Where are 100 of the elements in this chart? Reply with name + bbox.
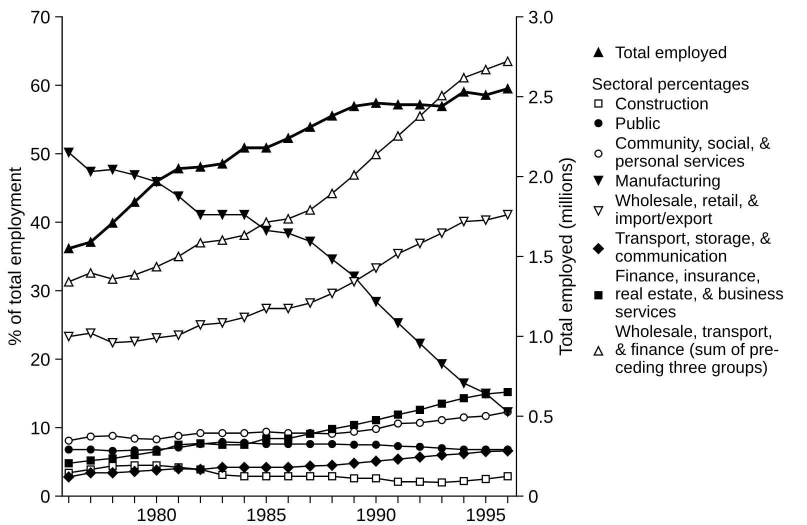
point: [349, 170, 359, 180]
legend-label: Manufacturing: [616, 174, 720, 190]
point: [218, 235, 228, 245]
point: [416, 442, 424, 451]
x-tick-label: 1980: [138, 508, 176, 522]
point: [262, 472, 270, 480]
point: [86, 237, 96, 247]
y-tick-label: 30: [30, 284, 50, 298]
point: [480, 215, 491, 225]
point: [85, 467, 96, 478]
point: [86, 432, 95, 441]
point: [372, 416, 380, 424]
point: [305, 205, 315, 215]
point: [196, 320, 206, 330]
point: [326, 460, 338, 471]
point: [393, 131, 403, 141]
point: [152, 333, 162, 343]
point: [216, 462, 228, 473]
y-tick-label: 60: [31, 79, 50, 92]
point: [305, 236, 315, 246]
point: [371, 150, 381, 160]
point: [218, 210, 228, 220]
point: [196, 162, 206, 172]
point: [327, 188, 337, 198]
point: [174, 164, 184, 174]
point: [328, 440, 336, 448]
point: [130, 336, 140, 346]
point: [392, 454, 404, 465]
point: [394, 478, 402, 486]
point: [393, 248, 403, 259]
y2-tick-label: 0.5: [528, 410, 553, 423]
point: [240, 472, 248, 480]
point: [240, 143, 250, 153]
point: [306, 472, 314, 480]
y-tick-label: 50: [30, 148, 50, 160]
point: [328, 424, 336, 434]
point: [416, 418, 424, 427]
point: [64, 148, 74, 158]
point: [129, 466, 140, 478]
point: [393, 318, 403, 328]
point: [130, 197, 140, 207]
x-tick-label: 1985: [248, 508, 286, 522]
point: [86, 445, 95, 454]
point: [371, 98, 381, 108]
point: [174, 191, 184, 201]
point: [283, 214, 294, 224]
point: [349, 101, 359, 112]
point: [502, 445, 514, 456]
point: [438, 400, 446, 408]
point: [437, 359, 447, 369]
point: [415, 111, 425, 121]
point: [416, 406, 424, 414]
point: [130, 434, 139, 443]
y-tick-label: 0: [41, 490, 50, 503]
point: [350, 420, 358, 430]
point: [240, 210, 250, 220]
y2-tick-label: 2.0: [529, 170, 553, 184]
point: [174, 252, 184, 262]
y2-tick-label: 1.5: [530, 250, 553, 264]
point: [372, 474, 380, 482]
point: [459, 87, 469, 97]
point: [437, 228, 447, 238]
point: [218, 318, 228, 328]
point: [460, 394, 468, 402]
legend-label: Finance, insurance, real estate, & business services: [616, 269, 784, 318]
point: [282, 462, 294, 473]
point: [283, 228, 294, 238]
point: [130, 270, 140, 280]
point: [502, 56, 512, 66]
legend-label: Wholesale, retail, & import/export: [615, 194, 758, 228]
point: [394, 410, 402, 419]
point: [437, 90, 447, 100]
point: [305, 298, 315, 308]
legend-label: Community, social, & personal services: [616, 136, 770, 170]
point: [327, 111, 337, 121]
point: [350, 440, 358, 449]
point: [238, 462, 250, 473]
point: [174, 432, 183, 440]
point: [350, 474, 358, 482]
point: [196, 238, 206, 248]
point: [371, 296, 381, 306]
point: [460, 476, 468, 486]
point: [283, 133, 294, 144]
point: [371, 263, 381, 273]
point: [196, 429, 205, 438]
point: [152, 448, 161, 456]
point: [504, 472, 512, 480]
point: [108, 432, 117, 440]
point: [305, 122, 315, 132]
y-tick-label: 70: [31, 10, 50, 24]
point: [327, 288, 337, 298]
point: [284, 472, 292, 480]
point: [437, 101, 447, 112]
point: [372, 440, 380, 449]
point: [459, 216, 469, 226]
point: [152, 435, 161, 444]
point: [482, 474, 490, 484]
point: [218, 470, 226, 479]
point: [218, 429, 226, 438]
point: [459, 378, 469, 388]
